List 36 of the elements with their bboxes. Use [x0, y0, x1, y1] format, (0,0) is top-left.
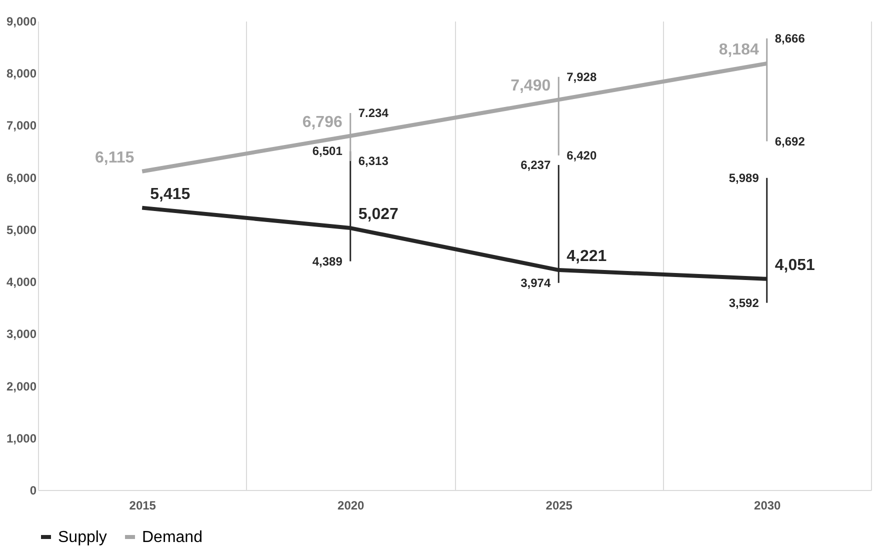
annotation: 7.234	[358, 106, 389, 120]
legend-label: Demand	[142, 529, 202, 546]
data-label: 5,415	[150, 186, 190, 203]
data-label: 8,184	[718, 42, 759, 59]
y-tick-label: 3,000	[6, 327, 37, 342]
y-tick-label: 7,000	[6, 118, 37, 133]
x-tick-label: 2015	[129, 498, 156, 512]
data-label: 4,051	[774, 256, 816, 274]
y-tick-label: 8,000	[6, 66, 37, 81]
annotation: 6,237	[520, 158, 551, 172]
y-tick-label: 9,000	[6, 14, 37, 28]
x-tick-label: 2020	[338, 498, 365, 512]
x-tick-label: 2030	[754, 498, 782, 512]
annotation: 6,420	[566, 148, 597, 162]
annotation: 4,389	[312, 254, 343, 268]
annotation: 8,666	[774, 31, 806, 46]
annotation: 5,989	[728, 170, 760, 185]
data-label: 4,221	[566, 248, 607, 266]
y-tick-label: 2,000	[6, 379, 37, 394]
annotation: 3,974	[520, 276, 551, 290]
y-tick-label: 5,000	[6, 222, 37, 237]
data-label: 6,115	[94, 149, 134, 166]
annotation: 7,928	[566, 70, 597, 84]
y-tick-label: 6,000	[6, 170, 37, 185]
legend-label: Supply	[58, 529, 107, 546]
y-tick-label: 0	[30, 484, 37, 498]
annotation: 6,313	[358, 154, 389, 168]
annotation: 3,592	[728, 296, 760, 310]
data-label: 6,796	[302, 114, 342, 131]
y-tick-label: 1,000	[6, 431, 37, 446]
y-tick-label: 4,000	[6, 275, 37, 290]
x-tick-label: 2025	[546, 498, 573, 512]
data-label: 5,027	[358, 206, 399, 224]
data-label: 7,490	[510, 78, 551, 95]
annotation: 6,501	[312, 144, 343, 158]
annotation: 6,692	[774, 134, 806, 148]
